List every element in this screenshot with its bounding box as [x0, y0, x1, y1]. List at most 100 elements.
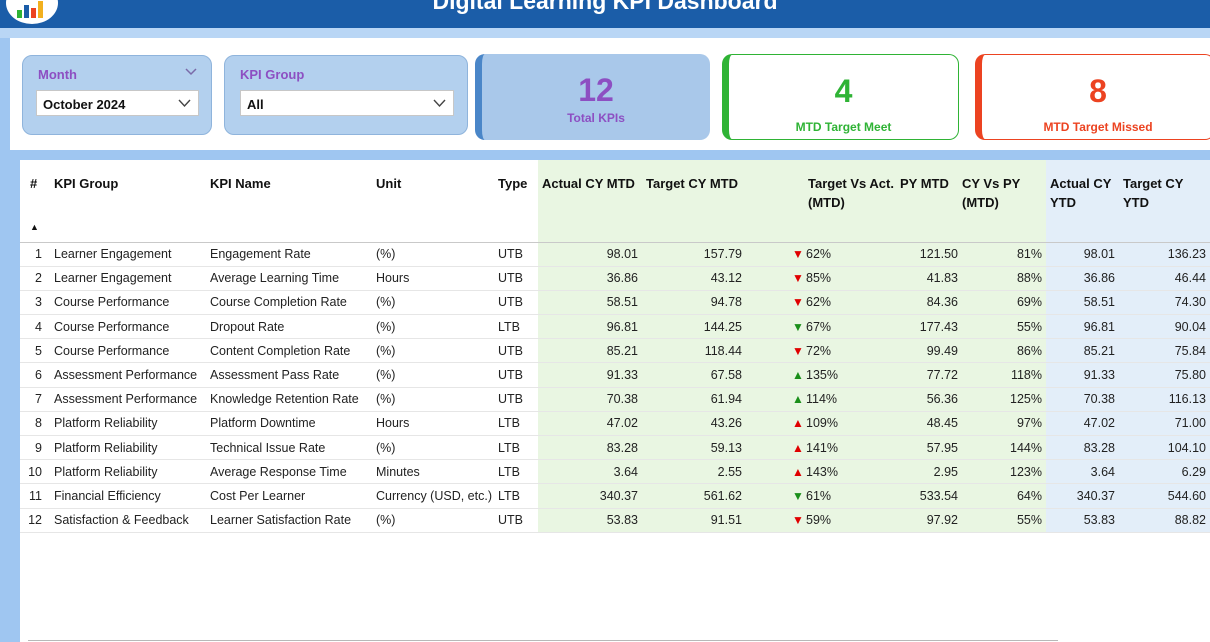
target-vs-act-cell: ▼ 67% — [746, 314, 900, 340]
target-vs-act-cell: ▲ 143% — [746, 459, 900, 485]
kpi-group-cell: Course Performance — [50, 314, 206, 340]
unit-cell: Hours — [372, 266, 498, 291]
table-row[interactable]: 4 Course Performance Dropout Rate (%) LTB 96… — [20, 314, 1210, 340]
total-kpis-card: 12 Total KPIs — [475, 54, 710, 140]
target-cy-ytd-cell: 90.04 — [1119, 314, 1210, 340]
actual-cy-ytd-cell: 98.01 — [1046, 242, 1119, 267]
target-cy-mtd-cell: 43.12 — [642, 266, 746, 291]
filter-panel: Month October 2024 KPI Group All 12 Tota… — [10, 38, 1210, 150]
col-header-num[interactable]: # ▲ — [20, 160, 50, 243]
table-row[interactable]: 5 Course Performance Content Completion Ra… — [20, 338, 1210, 364]
unit-cell: (%) — [372, 387, 498, 412]
target-cy-ytd-cell: 71.00 — [1119, 411, 1210, 437]
up-arrow-red-icon: ▲ — [792, 440, 804, 455]
py-mtd-cell: 177.43 — [900, 314, 962, 340]
chevron-down-icon — [178, 99, 191, 108]
table-row[interactable]: 8 Platform Reliability Platform Downtime Ho… — [20, 411, 1210, 437]
actual-cy-ytd-cell: 70.38 — [1046, 387, 1119, 412]
down-arrow-red-icon: ▼ — [792, 247, 804, 262]
kpi-table: # ▲ KPI Group KPI Name Unit Type Actual C… — [20, 160, 1210, 533]
up-arrow-green-icon: ▲ — [792, 392, 804, 407]
kpi-name-cell: Average Response Time — [206, 459, 372, 485]
actual-cy-ytd-cell: 58.51 — [1046, 290, 1119, 316]
up-arrow-red-icon: ▲ — [792, 464, 804, 479]
cy-vs-py-cell: 69% — [962, 290, 1046, 316]
month-select-value: October 2024 — [43, 97, 126, 112]
table-row[interactable]: 2 Learner Engagement Average Learning Time… — [20, 266, 1210, 291]
actual-cy-mtd-cell: 53.83 — [538, 508, 642, 533]
actual-cy-ytd-cell: 53.83 — [1046, 508, 1119, 533]
col-header-actual-cy-ytd[interactable]: Actual CY YTD — [1046, 160, 1119, 243]
target-vs-act-value: 143% — [806, 464, 838, 479]
unit-cell: Minutes — [372, 459, 498, 485]
py-mtd-cell: 56.36 — [900, 387, 962, 412]
row-number: 1 — [20, 242, 50, 267]
table-row[interactable]: 3 Course Performance Course Completion Rat… — [20, 290, 1210, 316]
target-cy-ytd-cell: 75.80 — [1119, 362, 1210, 388]
py-mtd-cell: 2.95 — [900, 459, 962, 485]
sort-asc-icon[interactable]: ▲ — [30, 221, 39, 232]
table-row[interactable]: 1 Learner Engagement Engagement Rate (%) UTB… — [20, 242, 1210, 267]
target-cy-mtd-cell: 94.78 — [642, 290, 746, 316]
target-cy-mtd-cell: 59.13 — [642, 435, 746, 461]
cy-vs-py-cell: 55% — [962, 508, 1046, 533]
target-meet-label: MTD Target Meet — [795, 120, 892, 134]
cy-vs-py-cell: 125% — [962, 387, 1046, 412]
unit-cell: (%) — [372, 435, 498, 461]
chevron-down-icon[interactable] — [185, 67, 197, 77]
col-header-kpi-name[interactable]: KPI Name — [206, 160, 372, 243]
table-row[interactable]: 7 Assessment Performance Knowledge Retenti… — [20, 387, 1210, 412]
col-header-cy-vs-py[interactable]: CY Vs PY (MTD) — [962, 160, 1046, 243]
up-arrow-red-icon: ▲ — [792, 416, 804, 431]
row-number: 7 — [20, 387, 50, 412]
col-header-target-cy-mtd[interactable]: Target CY MTD — [642, 160, 746, 243]
table-row[interactable]: 12 Satisfaction & Feedback Learner Satisfa… — [20, 508, 1210, 533]
target-cy-mtd-cell: 157.79 — [642, 242, 746, 267]
target-cy-ytd-cell: 544.60 — [1119, 483, 1210, 509]
col-header-target-cy-ytd[interactable]: Target CY YTD — [1119, 160, 1210, 243]
actual-cy-ytd-cell: 96.81 — [1046, 314, 1119, 340]
cy-vs-py-cell: 88% — [962, 266, 1046, 291]
target-missed-value: 8 — [1089, 73, 1107, 109]
actual-cy-ytd-cell: 340.37 — [1046, 483, 1119, 509]
actual-cy-mtd-cell: 96.81 — [538, 314, 642, 340]
down-arrow-red-icon: ▼ — [792, 295, 804, 310]
row-number: 6 — [20, 362, 50, 388]
scrollbar-track[interactable] — [28, 640, 1058, 641]
target-vs-act-cell: ▼ 59% — [746, 508, 900, 533]
col-header-type[interactable]: Type — [498, 160, 538, 243]
table-row[interactable]: 10 Platform Reliability Average Response T… — [20, 459, 1210, 485]
type-cell: UTB — [498, 338, 538, 364]
col-header-py-mtd[interactable]: PY MTD — [900, 160, 962, 243]
target-missed-label: MTD Target Missed — [1043, 120, 1153, 134]
target-vs-act-value: 62% — [806, 295, 832, 310]
target-cy-mtd-cell: 61.94 — [642, 387, 746, 412]
type-cell: LTB — [498, 314, 538, 340]
target-cy-ytd-cell: 46.44 — [1119, 266, 1210, 291]
month-select[interactable]: October 2024 — [36, 90, 199, 116]
col-header-actual-cy-mtd[interactable]: Actual CY MTD — [538, 160, 642, 243]
row-number: 5 — [20, 338, 50, 364]
table-row[interactable]: 9 Platform Reliability Technical Issue Rat… — [20, 435, 1210, 461]
type-cell: UTB — [498, 508, 538, 533]
type-cell: LTB — [498, 483, 538, 509]
kpi-name-cell: Content Completion Rate — [206, 338, 372, 364]
kpi-group-select[interactable]: All — [240, 90, 454, 116]
target-cy-mtd-cell: 91.51 — [642, 508, 746, 533]
col-header-target-vs-act[interactable]: Target Vs Act. (MTD) — [746, 160, 900, 243]
col-header-kpi-group[interactable]: KPI Group — [50, 160, 206, 243]
py-mtd-cell: 99.49 — [900, 338, 962, 364]
py-mtd-cell: 97.92 — [900, 508, 962, 533]
py-mtd-cell: 48.45 — [900, 411, 962, 437]
target-vs-act-cell: ▼ 85% — [746, 266, 900, 291]
down-arrow-red-icon: ▼ — [792, 271, 804, 286]
col-header-unit[interactable]: Unit — [372, 160, 498, 243]
table-row[interactable]: 11 Financial Efficiency Cost Per Learner Cu… — [20, 483, 1210, 509]
chevron-down-icon — [433, 99, 446, 108]
table-row[interactable]: 6 Assessment Performance Assessment Pass R… — [20, 362, 1210, 388]
down-arrow-green-icon: ▼ — [792, 488, 804, 503]
unit-cell: Hours — [372, 411, 498, 437]
target-vs-act-value: 59% — [806, 513, 832, 528]
target-vs-act-cell: ▲ 141% — [746, 435, 900, 461]
cy-vs-py-cell: 64% — [962, 483, 1046, 509]
